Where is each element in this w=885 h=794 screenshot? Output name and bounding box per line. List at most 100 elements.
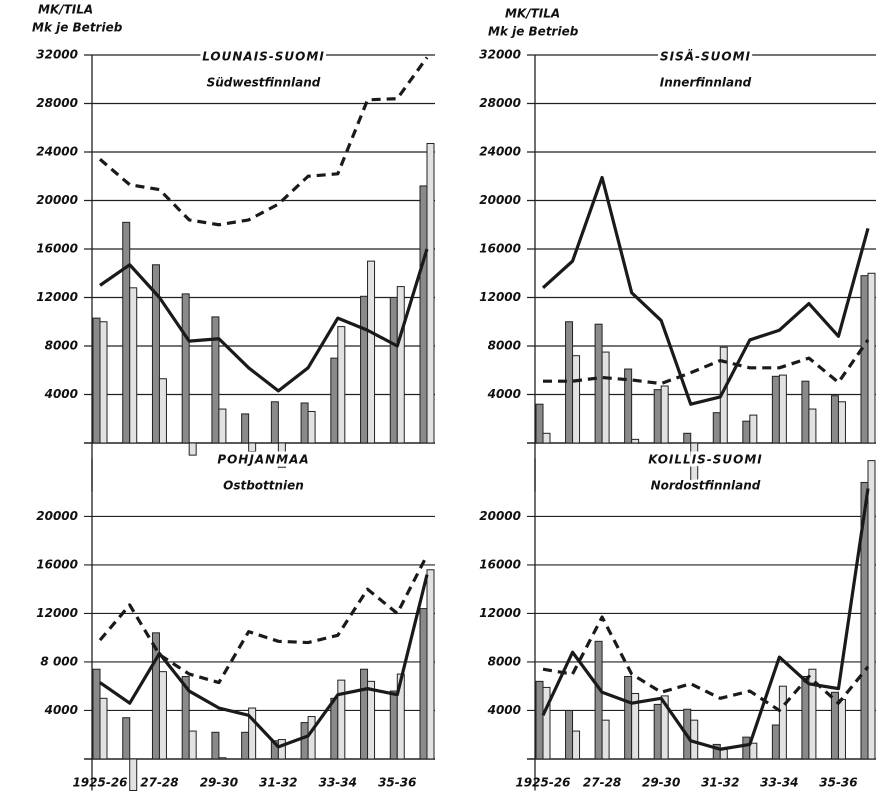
bar <box>837 699 846 760</box>
bar <box>241 731 250 760</box>
bar <box>188 442 197 456</box>
bar <box>660 385 669 444</box>
bar <box>601 719 610 760</box>
x-tick-label: 27-28 <box>583 776 621 790</box>
bar <box>535 680 544 760</box>
bar <box>653 703 662 760</box>
bar <box>426 143 435 444</box>
bar <box>742 420 751 444</box>
bar <box>778 374 787 444</box>
y-tick-label: 12000 <box>36 606 78 620</box>
bar <box>801 675 810 760</box>
y-tick-label: 16000 <box>36 557 78 571</box>
bar <box>330 697 339 760</box>
bar <box>300 402 309 444</box>
bar <box>542 686 551 760</box>
y-tick-label: 24000 <box>479 145 521 159</box>
y-axis-label: MK/TILA <box>505 7 560 21</box>
bar <box>749 742 758 760</box>
bar <box>181 675 190 760</box>
x-tick-label: 29-30 <box>200 776 238 790</box>
y-tick-label: 16000 <box>479 557 521 571</box>
y-tick-label: 20000 <box>479 193 521 207</box>
bar <box>277 442 286 468</box>
bar <box>129 287 138 444</box>
bar <box>631 438 640 444</box>
y-tick-label: 24000 <box>36 145 78 159</box>
x-tick-label: 1925-26 <box>72 776 127 790</box>
bar <box>624 675 633 760</box>
bar <box>565 709 574 760</box>
x-tick-label: 29-30 <box>642 776 680 790</box>
bar <box>211 731 220 760</box>
bar <box>337 326 346 444</box>
bar <box>129 758 138 792</box>
bar <box>307 716 316 760</box>
bar <box>270 401 279 444</box>
y-tick-label: 16000 <box>36 242 78 256</box>
panel-subtitle: Nordostfinnland <box>651 479 761 493</box>
x-tick-label: 35-36 <box>819 776 857 790</box>
bar <box>778 685 787 760</box>
y-axis-label: Mk je Betrieb <box>32 21 123 35</box>
y-tick-label: 16000 <box>479 242 521 256</box>
line <box>98 554 429 685</box>
x-tick-label: 1925-26 <box>515 776 570 790</box>
bar <box>801 380 810 444</box>
line <box>543 339 870 386</box>
bar <box>99 321 108 444</box>
y-tick-label: 8000 <box>488 654 521 668</box>
bar <box>830 395 839 444</box>
panel-title: POHJANMAA <box>217 453 309 467</box>
x-tick-label: 33-34 <box>760 776 798 790</box>
line <box>98 56 429 227</box>
x-tick-label: 35-36 <box>378 776 416 790</box>
y-tick-label: 8000 <box>45 339 78 353</box>
y-tick-label: 4000 <box>44 387 78 401</box>
bar <box>218 757 227 760</box>
bar <box>624 368 633 444</box>
bar <box>771 724 780 760</box>
line <box>542 615 870 713</box>
bar <box>594 640 603 760</box>
bar <box>158 671 167 760</box>
bar <box>218 408 227 444</box>
bar <box>92 668 101 760</box>
x-tick-label: 31-32 <box>259 776 297 790</box>
bar <box>367 680 376 760</box>
bar <box>307 410 316 444</box>
bar <box>92 317 101 444</box>
y-tick-label: 4000 <box>487 387 521 401</box>
bar <box>867 272 876 444</box>
bar <box>660 695 669 760</box>
y-tick-label: 20000 <box>36 509 78 523</box>
bar <box>808 408 817 444</box>
y-axis-label: MK/TILA <box>38 3 93 17</box>
bar <box>188 730 197 760</box>
y-tick-label: 4000 <box>487 703 521 717</box>
y-tick-label: 32000 <box>36 48 78 62</box>
line <box>99 248 429 393</box>
panel-subtitle: Südwestfinnland <box>207 76 321 90</box>
bar <box>631 692 640 760</box>
bar <box>211 316 220 444</box>
bar <box>181 293 190 444</box>
bar <box>277 739 286 760</box>
bar <box>690 442 699 491</box>
bar <box>771 375 780 444</box>
bar <box>151 632 160 760</box>
panel-title: SISÄ-SUOMI <box>660 49 751 64</box>
bar <box>742 736 751 760</box>
bar <box>300 722 309 760</box>
bar <box>389 690 398 760</box>
bar <box>248 442 257 452</box>
bar <box>360 295 369 444</box>
line <box>541 175 870 406</box>
y-tick-label: 4000 <box>44 703 78 717</box>
bar <box>248 707 257 760</box>
bar <box>535 403 544 444</box>
bar <box>158 378 167 444</box>
bar <box>389 297 398 444</box>
y-tick-label: 28000 <box>479 96 521 110</box>
